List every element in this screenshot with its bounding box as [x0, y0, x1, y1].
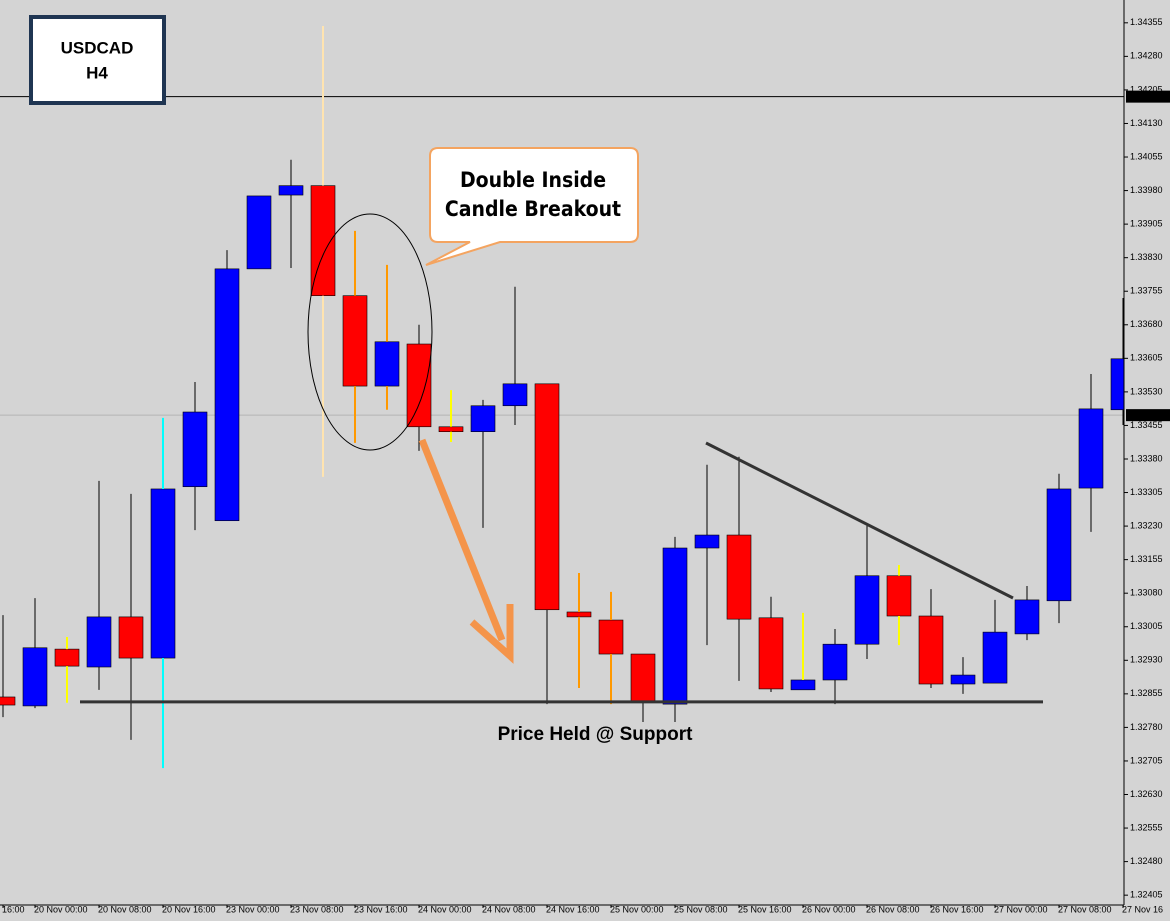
x-tick-label: 26 Nov 16:00	[930, 904, 984, 914]
y-tick-label: 1.32780	[1130, 722, 1163, 732]
candle-body	[598, 619, 624, 655]
y-tick-label: 1.33305	[1130, 487, 1163, 497]
candle-body	[694, 534, 720, 549]
trendline	[705, 441, 1014, 600]
candle-body	[982, 631, 1008, 684]
candle-body	[342, 295, 368, 387]
y-tick-label: 1.33755	[1130, 286, 1163, 296]
y-tick-label: 1.33830	[1130, 252, 1163, 262]
candle-body	[502, 383, 528, 407]
x-tick-label: 23 Nov 08:00	[290, 904, 344, 914]
x-tick-label: 27 Nov 08:00	[1058, 904, 1112, 914]
candle-body	[86, 616, 112, 668]
candle-body	[470, 405, 496, 432]
price-label: 1.34190	[1129, 91, 1162, 101]
price-label: 1.33478	[1129, 410, 1162, 420]
price-label-box	[1126, 409, 1170, 422]
symbol-box	[29, 15, 166, 105]
price-label-box	[1126, 90, 1170, 103]
candle-body	[214, 268, 240, 522]
y-tick-label: 1.32480	[1130, 856, 1163, 866]
x-tick-label: 20 Nov 16:00	[162, 904, 216, 914]
candle-body	[54, 648, 80, 667]
y-tick-label: 1.33080	[1130, 588, 1163, 598]
candle-body	[1078, 408, 1104, 489]
y-tick-label: 1.33455	[1130, 420, 1163, 430]
x-tick-label: 26 Nov 08:00	[866, 904, 920, 914]
candle-body	[22, 647, 48, 707]
candle-body	[726, 534, 752, 620]
candle-body	[118, 616, 144, 659]
x-tick-label: 25 Nov 00:00	[610, 904, 664, 914]
x-tick-label: 27 Nov 00:00	[994, 904, 1048, 914]
candle-body	[406, 343, 432, 428]
y-tick-label: 1.34355	[1130, 17, 1163, 27]
candles-layer	[0, 25, 1124, 769]
y-tick-label: 1.33230	[1130, 520, 1163, 530]
y-tick-label: 1.32405	[1130, 890, 1163, 900]
candle-body	[566, 611, 592, 618]
y-tick-label: 1.33680	[1130, 319, 1163, 329]
candle-body	[854, 575, 880, 645]
candle-body	[790, 679, 816, 691]
y-tick-label: 1.33905	[1130, 219, 1163, 229]
x-tick-label: 25 Nov 08:00	[674, 904, 728, 914]
candle-body	[662, 547, 688, 705]
timeframe: H4	[86, 63, 108, 82]
y-tick-label: 1.32855	[1130, 688, 1163, 698]
support-label: Price Held @ Support	[498, 724, 694, 745]
candle-body	[182, 411, 208, 488]
x-tick-label: 25 Nov 16:00	[738, 904, 792, 914]
x-tick-label: 27 Nov 16	[1122, 904, 1163, 914]
y-tick-label: 1.33155	[1130, 554, 1163, 564]
candle-body	[0, 696, 16, 706]
y-tick-label: 1.34055	[1130, 151, 1163, 161]
candle-body	[758, 617, 784, 690]
x-tick-label: 20 Nov 00:00	[34, 904, 88, 914]
symbol: USDCAD	[61, 38, 134, 57]
candle-body	[278, 185, 304, 196]
arrow-head	[469, 604, 514, 664]
candle-body	[630, 653, 656, 703]
x-tick-label: 23 Nov 00:00	[226, 904, 280, 914]
x-tick-label: 24 Nov 16:00	[546, 904, 600, 914]
candle-body	[886, 575, 912, 617]
y-tick-label: 1.32705	[1130, 755, 1163, 765]
y-tick-label: 1.33980	[1130, 185, 1163, 195]
y-tick-label: 1.33380	[1130, 453, 1163, 463]
y-tick-label: 1.34280	[1130, 51, 1163, 61]
y-tick-label: 1.33530	[1130, 386, 1163, 396]
arrow	[418, 438, 506, 642]
x-tick-label: 24 Nov 08:00	[482, 904, 536, 914]
candle-body	[1014, 599, 1040, 635]
callout-text: Candle Breakout	[445, 197, 621, 221]
candle-body	[150, 488, 176, 659]
y-tick-label: 1.34205	[1130, 84, 1163, 94]
y-tick-label: 1.32630	[1130, 789, 1163, 799]
candle-body	[374, 341, 400, 387]
candle-body	[246, 195, 272, 270]
candle-body	[822, 643, 848, 681]
callout-text: Double Inside	[460, 168, 606, 192]
x-tick-label: 24 Nov 00:00	[418, 904, 472, 914]
candle-body	[918, 615, 944, 685]
y-tick-label: 1.34130	[1130, 118, 1163, 128]
x-tick-label: 20 Nov 08:00	[98, 904, 152, 914]
candle-body	[534, 383, 560, 611]
y-tick-label: 1.32930	[1130, 655, 1163, 665]
candle-body	[438, 426, 464, 432]
y-tick-label: 1.33605	[1130, 353, 1163, 363]
candle-body	[950, 674, 976, 685]
x-tick-label: 16:00	[2, 904, 25, 914]
x-tick-label: 26 Nov 00:00	[802, 904, 856, 914]
callout-box	[425, 147, 639, 266]
candle-body	[1046, 488, 1072, 602]
y-tick-label: 1.32555	[1130, 822, 1163, 832]
x-tick-label: 23 Nov 16:00	[354, 904, 408, 914]
highlight-ellipse	[307, 213, 433, 451]
y-tick-label: 1.33005	[1130, 621, 1163, 631]
